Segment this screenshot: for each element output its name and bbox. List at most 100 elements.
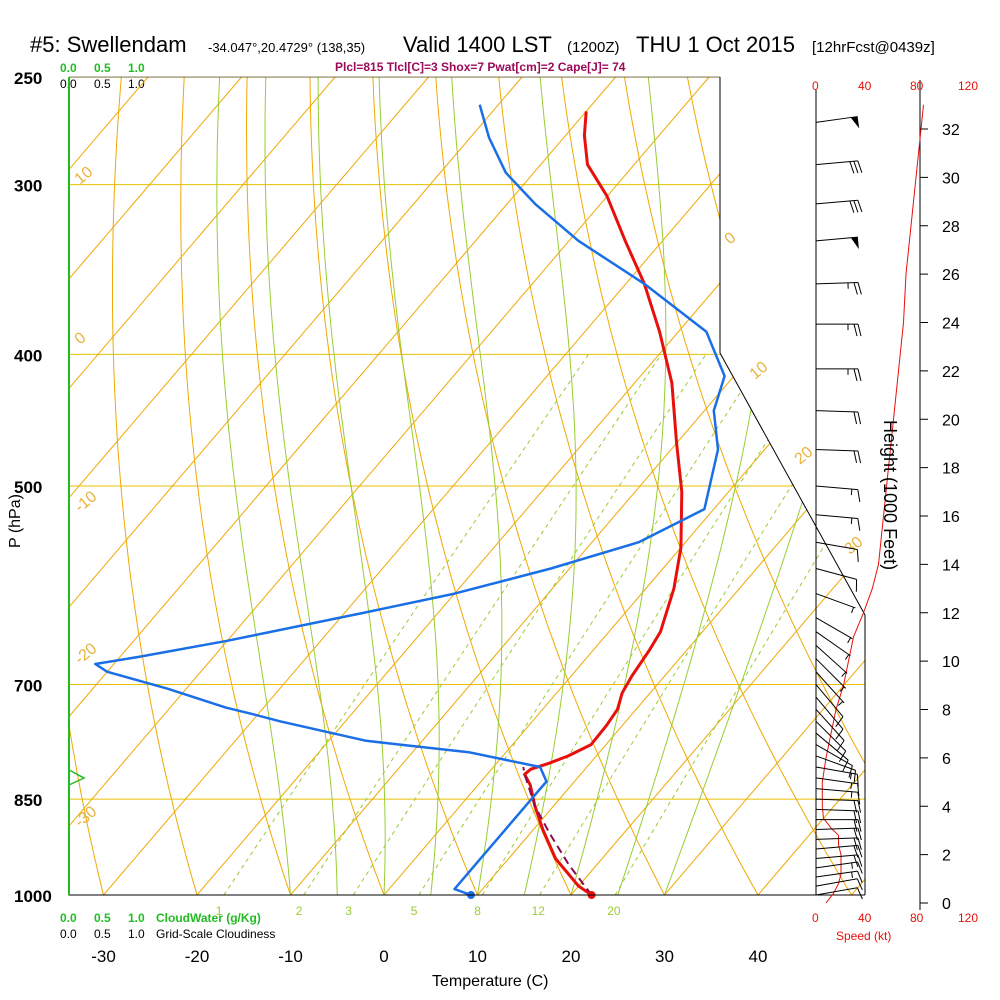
barb-flag <box>853 810 858 823</box>
y-tick-label: 1000 <box>14 887 52 906</box>
y-tick-label: 300 <box>14 177 42 196</box>
mixing-ratio-line <box>614 354 865 895</box>
height-tick-label: 2 <box>942 848 951 865</box>
dry-adiabat-line <box>624 77 865 895</box>
barb-flag <box>849 200 855 213</box>
bottom-legend: 0.0 0.5 1.0 CloudWater (g/Kg) 0.0 0.5 1.… <box>60 911 275 941</box>
mixing-ratio-label: 12 <box>532 904 546 918</box>
cw-top-tick-2: 1.0 <box>128 61 145 75</box>
speed-bot-tick-3: 120 <box>958 911 978 925</box>
moist-adiabat-line <box>451 77 503 895</box>
barb-staff <box>815 837 858 840</box>
y-tick-label: 700 <box>14 677 42 696</box>
dry-adiabat-line <box>372 77 572 895</box>
height-tick-label: 30 <box>942 170 960 187</box>
wind-barb <box>815 870 863 883</box>
x-tick-label: -10 <box>278 947 303 966</box>
barb-staff <box>815 631 851 657</box>
barb-staff <box>815 644 848 674</box>
x-tick-label: -30 <box>91 947 116 966</box>
wind-barb <box>815 671 845 706</box>
mixing-ratio-line <box>352 354 707 895</box>
barb-flag <box>857 450 862 464</box>
moist-adiabat-line <box>378 77 440 895</box>
barb-flag <box>857 518 861 531</box>
wind-layer <box>815 90 863 900</box>
barb-pennant <box>850 237 859 250</box>
dry-adiabat-line <box>309 77 478 895</box>
y-tick-label: 500 <box>14 478 42 497</box>
mixing-ratio-line <box>303 354 662 895</box>
dry-adiabat-line <box>561 77 852 895</box>
barb-staff <box>815 861 858 869</box>
cl-top-tick-2: 1.0 <box>128 77 145 91</box>
barb-staff <box>815 798 858 802</box>
mixing-ratio-label: 8 <box>474 904 481 918</box>
wind-barb <box>815 837 862 851</box>
barb-flag <box>857 845 863 858</box>
valid-time: Valid 1400 LST <box>403 32 552 57</box>
cw-bot-tick-0: 0.0 <box>60 911 77 925</box>
height-tick-label: 10 <box>942 654 960 671</box>
cw-bot-label: CloudWater (g/Kg) <box>156 911 261 925</box>
barb-flag <box>857 827 862 841</box>
wind-barb <box>815 854 863 868</box>
barb-flag <box>853 368 858 382</box>
barb-half-flag <box>850 517 853 524</box>
speed-axis-label: Speed (kt) <box>836 929 891 943</box>
barb-flag <box>853 323 858 337</box>
height-tick-label: 18 <box>942 461 960 478</box>
barb-flag <box>856 878 863 891</box>
height-tick-label: 12 <box>942 606 960 623</box>
barb-flag <box>849 161 855 174</box>
wind-barb <box>815 199 863 213</box>
cw-top-tick-0: 0.0 <box>60 61 77 75</box>
mixing-ratio-line <box>418 354 766 895</box>
moist-adiabat-line <box>317 77 386 895</box>
wind-barb <box>815 160 863 174</box>
speed-top-tick-2: 80 <box>910 79 924 93</box>
indices-line: Plcl=815 Tlcl[C]=3 Shox=7 Pwat[cm]=2 Cap… <box>335 60 626 74</box>
wind-barb <box>815 755 856 783</box>
speed-bot-tick-0: 0 <box>812 911 819 925</box>
barb-staff <box>815 844 858 850</box>
x-tick-label: -20 <box>185 947 210 966</box>
barb-flag <box>857 200 863 213</box>
moist-adiabat-line <box>216 77 291 895</box>
isotherm-line <box>69 77 429 895</box>
wind-barb <box>815 485 861 502</box>
mixing-ratio-label: 3 <box>345 904 352 918</box>
barb-flag <box>857 411 862 425</box>
isotherm-line <box>69 77 242 895</box>
cloud-marker <box>68 768 86 787</box>
temperature-line <box>523 111 684 897</box>
barb-flag <box>848 765 853 778</box>
wind-barb <box>816 819 862 832</box>
barb-flag <box>856 549 859 562</box>
wind-barb <box>815 236 859 250</box>
wind-barb <box>815 844 863 858</box>
wind-barb <box>815 448 862 464</box>
wind-barb <box>815 281 862 295</box>
dry-adiabat-line <box>245 77 385 895</box>
cw-bot-tick-1: 0.5 <box>94 911 111 925</box>
barb-half-flag <box>837 701 844 706</box>
x-tick-label: 0 <box>379 947 388 966</box>
height-tick-label: 4 <box>942 799 951 816</box>
barb-staff <box>815 199 858 205</box>
barb-flag <box>856 887 863 900</box>
barb-flag <box>853 450 858 464</box>
barb-pennant <box>850 116 860 129</box>
barb-flag <box>857 792 861 805</box>
speed-top-tick-0: 0 <box>812 79 819 93</box>
wind-barb <box>815 878 863 891</box>
cl-bot-label: Grid-Scale Cloudiness <box>156 927 275 941</box>
dry-adiabat-line <box>112 77 198 895</box>
barb-flag <box>853 411 858 425</box>
barb-flag <box>857 810 862 824</box>
barb-flag <box>853 855 859 868</box>
barb-half-flag <box>850 791 853 798</box>
barb-half-flag <box>851 862 853 869</box>
barb-flag <box>838 750 847 762</box>
barb-staff <box>815 410 858 413</box>
